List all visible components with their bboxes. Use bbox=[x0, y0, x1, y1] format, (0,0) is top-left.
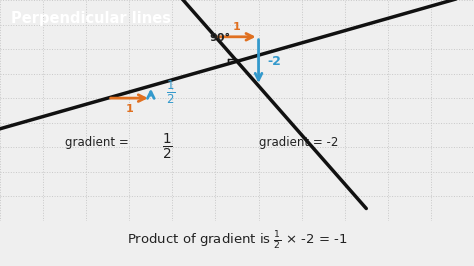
Text: 90°: 90° bbox=[209, 33, 230, 43]
Text: Product of gradient is $\frac{1}{2}$ × -2 = -1: Product of gradient is $\frac{1}{2}$ × -… bbox=[127, 230, 347, 252]
Text: gradient = -2: gradient = -2 bbox=[258, 136, 338, 149]
Text: $\frac{1}{2}$: $\frac{1}{2}$ bbox=[162, 132, 172, 162]
Text: -2: -2 bbox=[267, 55, 281, 68]
Text: Perpendicular lines: Perpendicular lines bbox=[11, 11, 171, 26]
Text: gradient =: gradient = bbox=[64, 136, 132, 149]
Text: $\frac{1}{2}$: $\frac{1}{2}$ bbox=[166, 79, 175, 106]
Text: 1: 1 bbox=[233, 22, 241, 32]
Text: 1: 1 bbox=[126, 104, 133, 114]
